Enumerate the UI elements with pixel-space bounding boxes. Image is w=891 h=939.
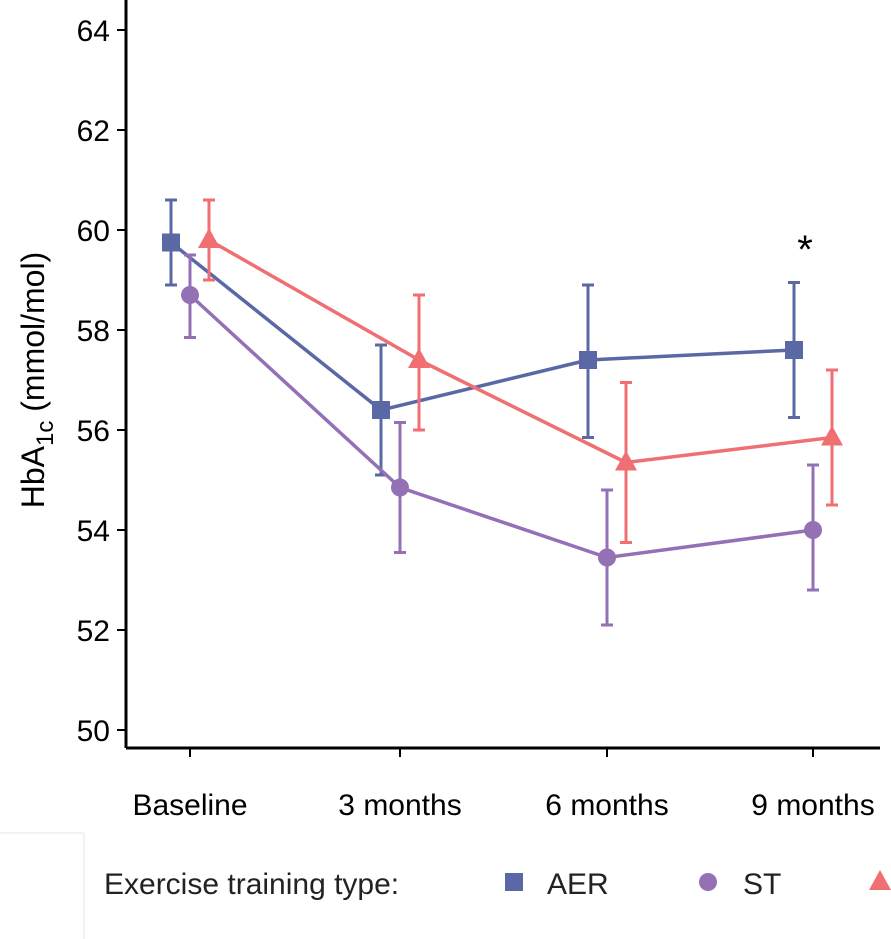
data-point bbox=[785, 341, 803, 359]
series-st bbox=[181, 253, 822, 627]
y-tick-label: 60 bbox=[77, 215, 110, 248]
y-axis-label-unit: (mmol/mol) bbox=[15, 252, 51, 421]
data-point bbox=[821, 425, 843, 446]
y-tick-label: 50 bbox=[77, 715, 110, 748]
series-group bbox=[162, 198, 843, 627]
significance-asterisk: * bbox=[797, 228, 813, 272]
y-tick-label: 54 bbox=[77, 515, 110, 548]
x-tick-label: Baseline bbox=[132, 789, 247, 822]
y-tick-label: 62 bbox=[77, 115, 110, 148]
data-point bbox=[408, 348, 430, 368]
series-line bbox=[188, 293, 814, 560]
series-aer bbox=[162, 198, 803, 477]
data-point bbox=[615, 450, 637, 471]
legend-marker-third bbox=[869, 870, 891, 890]
y-tick-label: 64 bbox=[77, 15, 110, 48]
x-tick-label: 9 months bbox=[751, 789, 874, 822]
legend-marker-st bbox=[699, 873, 717, 891]
data-point bbox=[804, 521, 822, 539]
data-point bbox=[372, 401, 390, 419]
data-point bbox=[198, 228, 220, 248]
legend-marker-aer bbox=[505, 873, 523, 891]
data-point bbox=[162, 233, 180, 252]
y-axis-label-subscript: 1c bbox=[32, 421, 59, 446]
annotations: * bbox=[797, 228, 813, 272]
series-line bbox=[208, 238, 833, 465]
x-tick-label: 6 months bbox=[545, 789, 668, 822]
axes: 50 52 54 56 58 60 62 64 Baseline 3 months 6 months… bbox=[77, 0, 880, 822]
y-tick-label: 56 bbox=[77, 415, 110, 448]
series-line bbox=[169, 241, 795, 412]
y-tick-label: 58 bbox=[77, 315, 110, 348]
x-tick-label: 3 months bbox=[338, 789, 461, 822]
legend-title: Exercise training type: bbox=[104, 868, 399, 901]
legend-label-st: ST bbox=[743, 868, 781, 901]
data-point bbox=[181, 286, 199, 304]
legend-label-aer: AER bbox=[547, 868, 609, 901]
y-axis-label: HbA1c (mmol/mol) bbox=[15, 252, 59, 508]
data-point bbox=[391, 478, 409, 497]
series-third bbox=[198, 198, 843, 544]
y-tick-label: 52 bbox=[77, 615, 110, 648]
y-axis-label-main: HbA bbox=[15, 445, 51, 508]
legend: Exercise training type: AER ST bbox=[0, 832, 891, 939]
data-point bbox=[579, 351, 597, 369]
data-point bbox=[598, 548, 616, 567]
